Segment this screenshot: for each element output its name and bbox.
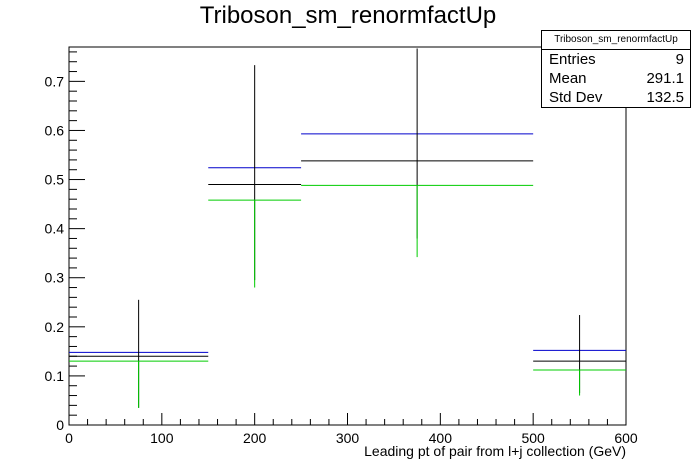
x-tick-label: 300 <box>336 430 360 446</box>
x-tick-label: 400 <box>429 430 453 446</box>
y-tick-label: 0.4 <box>45 221 65 237</box>
x-tick-label: 0 <box>65 430 73 446</box>
y-tick-label: 0.5 <box>45 172 65 188</box>
y-tick-label: 0.6 <box>45 122 65 138</box>
y-tick-label: 0.7 <box>45 73 65 89</box>
stats-box-title: Triboson_sm_renormfactUp <box>542 31 690 50</box>
x-tick-label: 200 <box>243 430 267 446</box>
x-tick-label: 600 <box>614 430 638 446</box>
stats-value-mean: 291.1 <box>646 70 684 87</box>
stats-row-entries: Entries 9 <box>542 50 690 69</box>
stats-label-stddev: Std Dev <box>549 89 603 106</box>
y-tick-label: 0.2 <box>45 319 65 335</box>
y-tick-label: 0.3 <box>45 270 65 286</box>
stats-row-stddev: Std Dev 132.5 <box>542 88 690 107</box>
chart-title: Triboson_sm_renormfactUp <box>199 2 497 29</box>
stats-value-entries: 9 <box>675 51 684 68</box>
y-tick-label: 0.1 <box>45 368 65 384</box>
stats-box: Triboson_sm_renormfactUp Entries 9 Mean … <box>541 30 691 108</box>
y-tick-label: 0 <box>56 417 64 433</box>
x-axis-label: Leading pt of pair from l+j collection (… <box>364 443 626 459</box>
x-tick-label: 500 <box>521 430 545 446</box>
stats-row-mean: Mean 291.1 <box>542 69 690 88</box>
stats-value-stddev: 132.5 <box>646 89 684 106</box>
stats-label-mean: Mean <box>549 70 587 87</box>
stats-label-entries: Entries <box>549 51 596 68</box>
x-tick-label: 100 <box>150 430 174 446</box>
